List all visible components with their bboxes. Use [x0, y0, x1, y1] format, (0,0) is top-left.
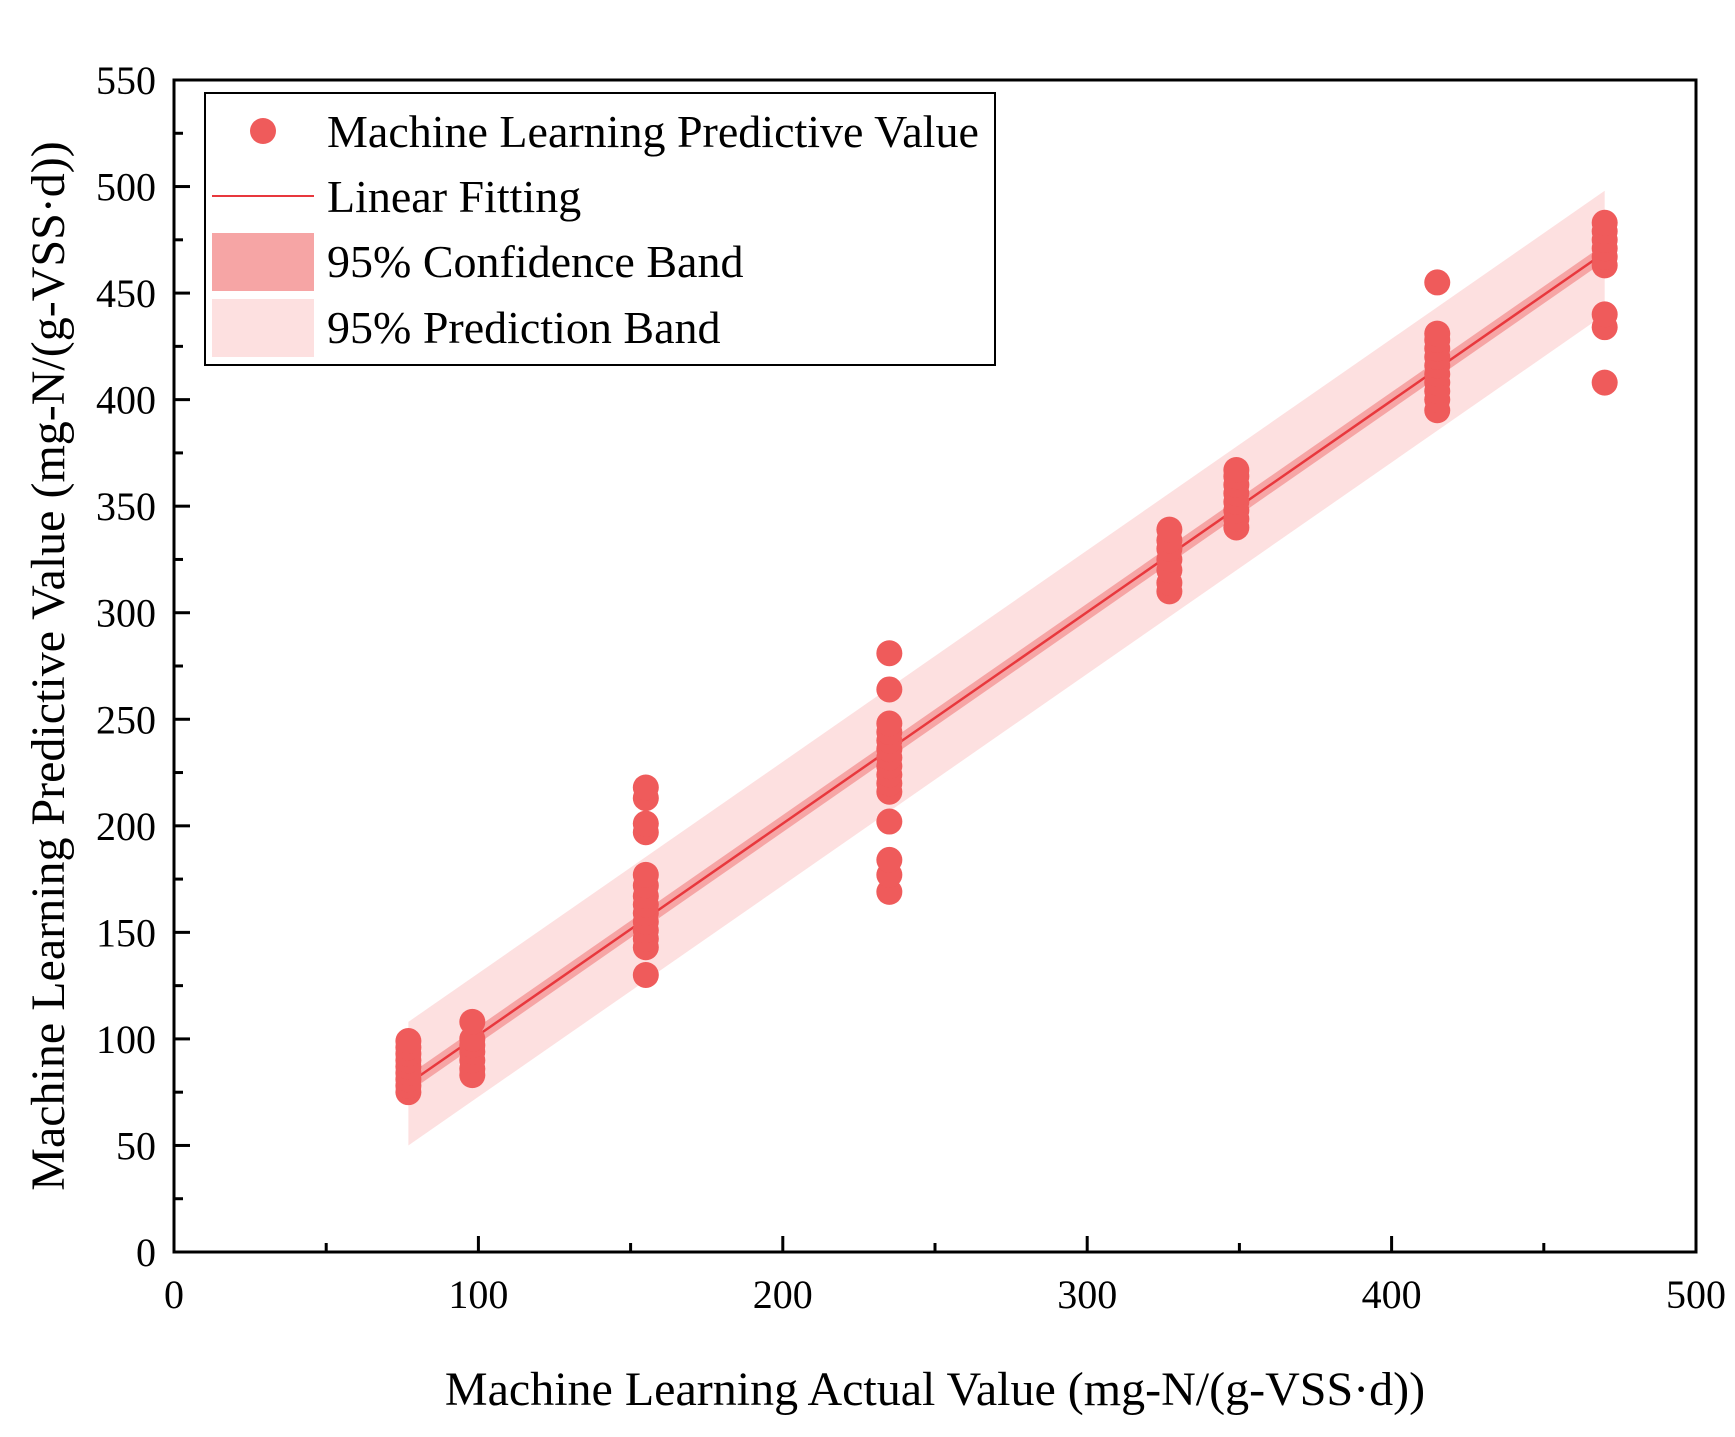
legend: Machine Learning Predictive Value Linear… [204, 92, 996, 366]
data-point [1156, 516, 1183, 543]
y-tick-label: 0 [136, 1230, 156, 1275]
points-layer [395, 209, 1618, 1106]
legend-confidence-marker [212, 233, 314, 291]
data-point [1424, 269, 1451, 296]
data-point [459, 1008, 486, 1035]
data-point [632, 961, 659, 988]
y-tick-label: 350 [96, 484, 156, 529]
legend-confidence-label: 95% Confidence Band [327, 236, 743, 287]
data-point [1591, 369, 1618, 396]
x-axis: 0 100 200 300 400 500 [164, 1236, 1726, 1317]
data-point [632, 810, 659, 837]
y-tick-label: 500 [96, 165, 156, 210]
data-point [1591, 209, 1618, 236]
data-point [632, 774, 659, 801]
x-tick-label: 400 [1362, 1272, 1422, 1317]
legend-points-label: Machine Learning Predictive Value [327, 106, 979, 157]
y-tick-label: 250 [96, 697, 156, 742]
legend-frame [204, 92, 996, 366]
data-point [876, 640, 903, 667]
data-point [632, 861, 659, 888]
x-tick-label: 500 [1666, 1272, 1726, 1317]
legend-fit-label: Linear Fitting [327, 171, 581, 222]
legend-points-marker [250, 118, 276, 144]
data-point [395, 1028, 422, 1055]
y-tick-label: 150 [96, 910, 156, 955]
fit-layer [407, 251, 1606, 1085]
fit-line [407, 251, 1606, 1085]
data-point [1591, 301, 1618, 328]
x-tick-label: 300 [1057, 1272, 1117, 1317]
y-tick-label: 400 [96, 378, 156, 423]
legend-prediction-label: 95% Prediction Band [327, 302, 721, 353]
x-tick-label: 100 [448, 1272, 508, 1317]
y-tick-label: 100 [96, 1017, 156, 1062]
x-axis-label: Machine Learning Actual Value (mg-N/(g-V… [445, 1363, 1425, 1416]
data-point [1223, 456, 1250, 483]
data-point [876, 808, 903, 835]
y-tick-label: 50 [116, 1123, 156, 1168]
legend-prediction-marker [212, 299, 314, 357]
data-point [876, 676, 903, 703]
y-tick-label: 550 [96, 58, 156, 103]
data-point [876, 710, 903, 737]
x-tick-label: 0 [164, 1272, 184, 1317]
data-point [1424, 320, 1451, 347]
y-axis-label: Machine Learning Predictive Value (mg-N/… [22, 141, 75, 1190]
y-axis: 0 50 100 150 200 250 300 350 400 450 500 550 [96, 58, 190, 1275]
x-tick-label: 200 [753, 1272, 813, 1317]
y-tick-label: 300 [96, 591, 156, 636]
y-tick-label: 200 [96, 804, 156, 849]
data-point [876, 846, 903, 873]
y-tick-label: 450 [96, 271, 156, 316]
